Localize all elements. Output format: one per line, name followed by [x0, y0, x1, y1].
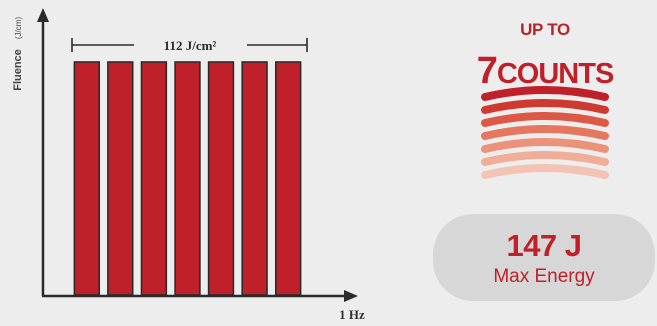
- x-axis-arrow: [344, 290, 358, 302]
- max-energy-label: Max Energy: [493, 266, 595, 287]
- y-axis-unit: (J/cm): [14, 17, 23, 40]
- count-number: 7: [476, 50, 498, 92]
- count-word: COUNTS: [496, 58, 614, 90]
- bar-pulse-3: [140, 61, 168, 296]
- bar-pulse-6: [241, 61, 268, 296]
- bar-pulse-7: [274, 61, 302, 296]
- wave-arc-7: [481, 164, 609, 179]
- wave-arc-6: [481, 151, 609, 166]
- wave-arc-1: [481, 86, 609, 101]
- wave-arc-2: [481, 99, 609, 114]
- y-axis-arrow: [37, 8, 49, 22]
- count-wave-arcs: [481, 86, 609, 179]
- counts-heading: 7COUNTS: [440, 50, 650, 93]
- bar-pulse-2: [107, 61, 134, 296]
- bar-pulse-1: [73, 61, 101, 296]
- x-axis-label: 1 Hz: [339, 307, 365, 322]
- wave-arc-4: [481, 125, 609, 140]
- bar-pulse-4: [174, 61, 201, 296]
- y-axis-label-group: Fluence (J/cm): [12, 17, 24, 91]
- max-energy-value: 147 J: [506, 228, 582, 263]
- bars-group: [73, 61, 302, 296]
- wave-arc-3: [481, 112, 609, 127]
- fluence-annotation: 112 J/cm²: [164, 38, 217, 53]
- max-energy-badge: 147 J Max Energy: [433, 214, 655, 301]
- wave-arc-5: [481, 138, 609, 153]
- up-to-label: UP TO: [520, 20, 570, 39]
- y-axis-label: Fluence: [12, 49, 24, 91]
- bar-pulse-5: [207, 61, 235, 296]
